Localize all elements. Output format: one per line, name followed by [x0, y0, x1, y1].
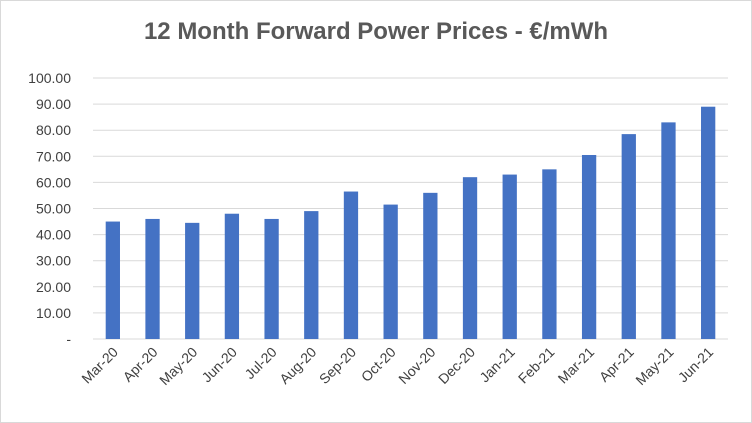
bar	[264, 218, 279, 339]
y-tick-label: 10.00	[36, 305, 71, 321]
bar	[502, 174, 517, 339]
bar	[661, 122, 676, 340]
bar	[701, 106, 716, 340]
bars	[105, 106, 716, 340]
y-tick-label: 20.00	[36, 279, 71, 295]
bar	[581, 154, 597, 339]
y-tick-label: -	[66, 331, 71, 347]
bar	[145, 218, 160, 339]
x-tick-label: Aug-20	[276, 344, 319, 387]
y-axis-ticks: - 10.00 20.00 30.00 40.00 50.00 60.00 70.00 80.0…	[28, 70, 71, 347]
x-tick-label: Oct-20	[358, 344, 399, 385]
y-tick-label: 40.00	[36, 227, 71, 243]
bar	[621, 134, 636, 339]
x-tick-label: Nov-20	[395, 344, 438, 387]
x-tick-label: May-21	[632, 344, 676, 388]
bar	[462, 177, 478, 339]
bar	[224, 213, 240, 339]
x-tick-label: Jul-20	[241, 344, 279, 382]
x-tick-label: Dec-20	[435, 344, 478, 387]
x-tick-label: Jun-21	[675, 344, 717, 386]
x-tick-label: Apr-20	[120, 344, 161, 385]
bar	[423, 192, 438, 339]
bar	[383, 204, 398, 339]
y-tick-label: 80.00	[36, 122, 71, 138]
x-tick-label: May-20	[156, 344, 200, 388]
x-tick-label: Jun-20	[198, 344, 240, 386]
bar	[185, 222, 200, 339]
bar	[343, 191, 359, 339]
y-tick-label: 60.00	[36, 174, 71, 190]
bar	[304, 211, 319, 339]
x-tick-label: Apr-21	[596, 344, 637, 385]
x-tick-label: Sep-20	[316, 344, 359, 387]
bar	[105, 221, 120, 339]
x-tick-label: Mar-20	[78, 344, 121, 387]
y-tick-label: 90.00	[36, 96, 71, 112]
bar	[542, 169, 557, 339]
y-tick-label: 50.00	[36, 201, 71, 217]
y-tick-label: 30.00	[36, 253, 71, 269]
y-tick-label: 100.00	[28, 70, 71, 86]
y-tick-label: 70.00	[36, 148, 71, 164]
x-tick-label: Feb-21	[515, 344, 558, 387]
x-tick-label: Mar-21	[555, 344, 598, 387]
x-tick-label: Jan-21	[476, 344, 518, 386]
chart-title: 12 Month Forward Power Prices - €/mWh	[143, 18, 609, 45]
